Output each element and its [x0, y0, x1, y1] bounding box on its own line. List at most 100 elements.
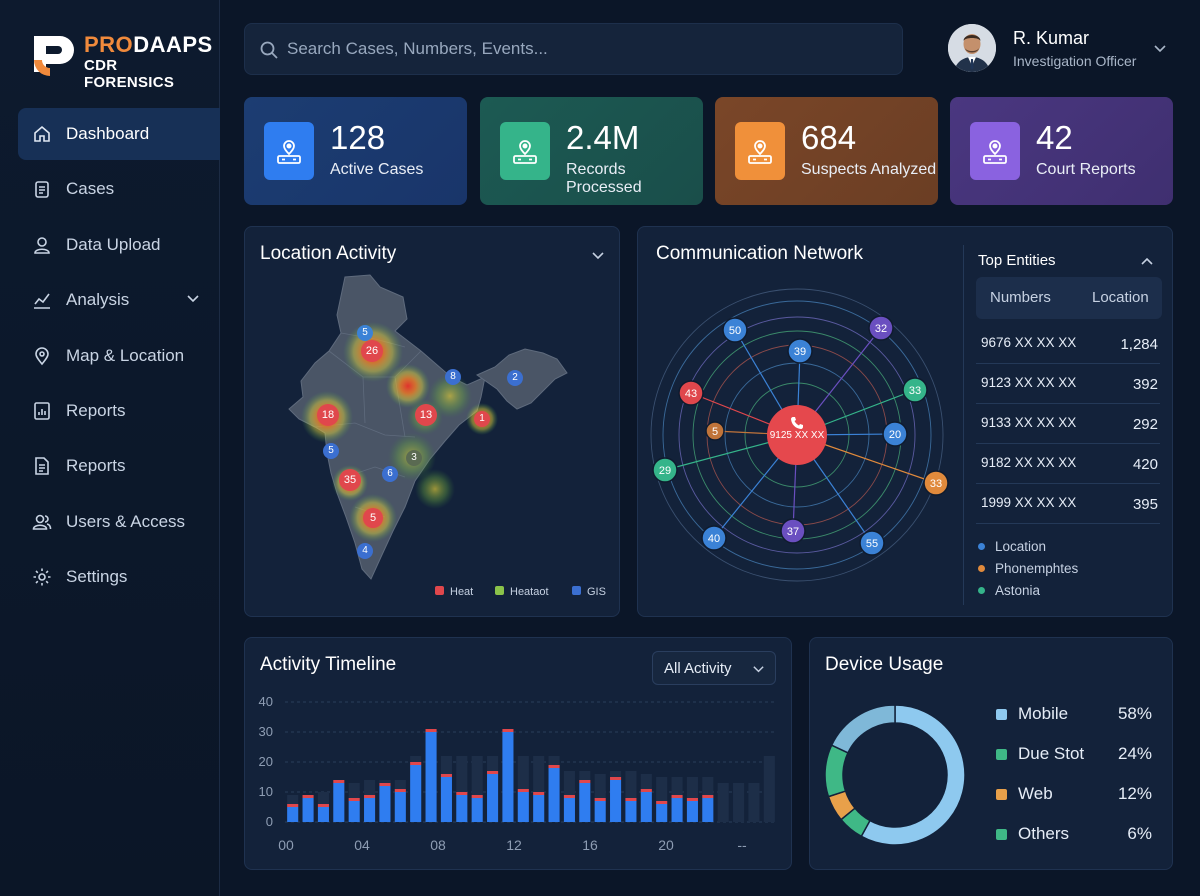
map-marker[interactable]: 1: [474, 411, 490, 427]
table-row[interactable]: 9133 XX XX XX 292: [976, 404, 1160, 444]
legend-item-due-stot: Due Stot 24%: [996, 744, 1156, 768]
stat-value: 2.4M: [566, 119, 640, 156]
timeline-bar-cap: [502, 729, 514, 732]
chevron-down-icon[interactable]: [1153, 42, 1167, 56]
timeline-bar: [364, 798, 376, 822]
stat-card-records-processed[interactable]: 2.4M Records Processed: [480, 97, 703, 205]
sidebar-item-settings[interactable]: Settings: [18, 551, 220, 603]
timeline-bar-cap: [548, 765, 560, 768]
sidebar-item-users-access[interactable]: Users & Access: [18, 496, 220, 548]
map-marker[interactable]: 35: [339, 469, 361, 491]
x-tick-label: 08: [430, 837, 446, 853]
chevron-down-icon[interactable]: [186, 292, 200, 306]
avatar-portrait-icon: [948, 24, 996, 72]
panel-title: Device Usage: [825, 654, 944, 675]
sidebar-item-cases[interactable]: Cases: [18, 163, 220, 215]
table-row[interactable]: 9182 XX XX XX 420: [976, 444, 1160, 484]
timeline-bar-cap: [287, 804, 299, 807]
timeline-bar-cap: [348, 798, 360, 801]
chevron-down-icon[interactable]: [590, 248, 606, 264]
sidebar-item-reports-documents[interactable]: Reports: [18, 440, 220, 492]
activity-filter-select[interactable]: All Activity: [652, 651, 776, 685]
phone-icon: [791, 417, 803, 429]
sidebar-item-reports[interactable]: Reports: [18, 385, 220, 437]
top-entities: Top Entities Numbers Location 9676 XX XX…: [963, 245, 1163, 605]
column-header-numbers[interactable]: Numbers: [990, 289, 1051, 306]
map-marker[interactable]: 5: [363, 508, 383, 528]
map-marker[interactable]: 8: [445, 369, 461, 385]
map-marker[interactable]: 2: [507, 370, 523, 386]
activity-timeline-chart[interactable]: 0 10 20 30 40 00 04 08 12 16 20 --: [245, 638, 793, 871]
timeline-bar: [579, 783, 591, 822]
map-marker[interactable]: 5: [323, 443, 339, 459]
network-node: [701, 525, 727, 551]
timeline-bar: [548, 768, 560, 822]
table-row[interactable]: 9123 XX XX XX 392: [976, 364, 1160, 404]
sidebar-item-label: Data Upload: [66, 234, 161, 254]
table-row[interactable]: 9676 XX XX XX 1,284: [976, 324, 1160, 364]
timeline-bar-cap: [671, 795, 683, 798]
timeline-bar-cap: [702, 795, 714, 798]
chevron-up-icon[interactable]: [1139, 253, 1155, 269]
search-input[interactable]: [287, 24, 887, 74]
user-name: R. Kumar: [1013, 28, 1090, 48]
timeline-bar-background: [748, 783, 760, 822]
users-icon: [32, 514, 52, 530]
timeline-bar: [610, 780, 622, 822]
timeline-bar: [287, 807, 299, 822]
sidebar: PRODAAPS CDR FORENSICS Dashboard Cases D…: [0, 0, 220, 896]
timeline-bar-cap: [594, 798, 606, 801]
column-header-location[interactable]: Location: [1092, 289, 1149, 306]
sidebar-item-label: Reports: [66, 400, 126, 420]
network-node: [722, 317, 748, 343]
y-tick-label: 40: [259, 694, 273, 709]
map-marker[interactable]: 18: [317, 404, 339, 426]
stat-card-active-cases[interactable]: 128 Active Cases: [244, 97, 467, 205]
network-node: [923, 470, 949, 496]
map-marker[interactable]: 5: [357, 325, 373, 341]
legend-item-others: Others 6%: [996, 824, 1156, 848]
device-usage-donut[interactable]: [825, 690, 985, 860]
network-center-node: [767, 405, 827, 465]
user-profile[interactable]: R. Kumar Investigation Officer: [948, 24, 1178, 76]
sidebar-nav: Dashboard Cases Data Upload Analysis Map…: [18, 108, 220, 607]
timeline-bar-background: [733, 783, 745, 822]
timeline-bar: [302, 798, 314, 822]
map-marker[interactable]: 4: [357, 543, 373, 559]
stat-value: 42: [1036, 119, 1073, 156]
timeline-bar-cap: [625, 798, 637, 801]
sidebar-item-analysis[interactable]: Analysis: [18, 274, 220, 326]
sidebar-item-dashboard[interactable]: Dashboard: [18, 108, 220, 160]
map-marker[interactable]: 3: [406, 450, 422, 466]
sidebar-item-label: Reports: [66, 456, 126, 476]
brand-logo[interactable]: PRODAAPS CDR FORENSICS: [30, 30, 212, 91]
network-node-label: 33: [930, 478, 942, 490]
timeline-bar-cap: [333, 780, 345, 783]
map-marker[interactable]: 6: [382, 466, 398, 482]
map-marker[interactable]: 13: [415, 404, 437, 426]
timeline-bar-cap: [471, 795, 483, 798]
sidebar-item-data-upload[interactable]: Data Upload: [18, 219, 220, 271]
network-node: [787, 338, 813, 364]
stat-value: 684: [801, 119, 857, 156]
activity-filter-value: All Activity: [664, 660, 732, 677]
stat-label: Suspects Analyzed: [801, 161, 937, 178]
avatar[interactable]: [948, 24, 996, 72]
network-graph[interactable]: 50 39 32 43 33 5 20 29 33 37 40 55: [638, 257, 958, 617]
timeline-bar-cap: [364, 795, 376, 798]
timeline-bar-cap: [410, 762, 422, 765]
y-tick-label: 0: [266, 814, 273, 829]
location-device-icon: [513, 140, 537, 164]
network-node-label: 39: [794, 346, 806, 358]
network-node-label: 33: [909, 385, 921, 397]
stat-card-suspects-analyzed[interactable]: 684 Suspects Analyzed: [715, 97, 938, 205]
timeline-bar-cap: [686, 798, 698, 801]
stat-icon-box: [970, 122, 1020, 180]
timeline-bar: [702, 798, 714, 822]
sidebar-item-map-location[interactable]: Map & Location: [18, 330, 220, 382]
table-row[interactable]: 1999 XX XX XX 395: [976, 484, 1160, 524]
timeline-bar-cap: [656, 801, 668, 804]
x-tick-label: 04: [354, 837, 370, 853]
stat-card-court-reports[interactable]: 42 Court Reports: [950, 97, 1173, 205]
map-marker[interactable]: 26: [361, 340, 383, 362]
